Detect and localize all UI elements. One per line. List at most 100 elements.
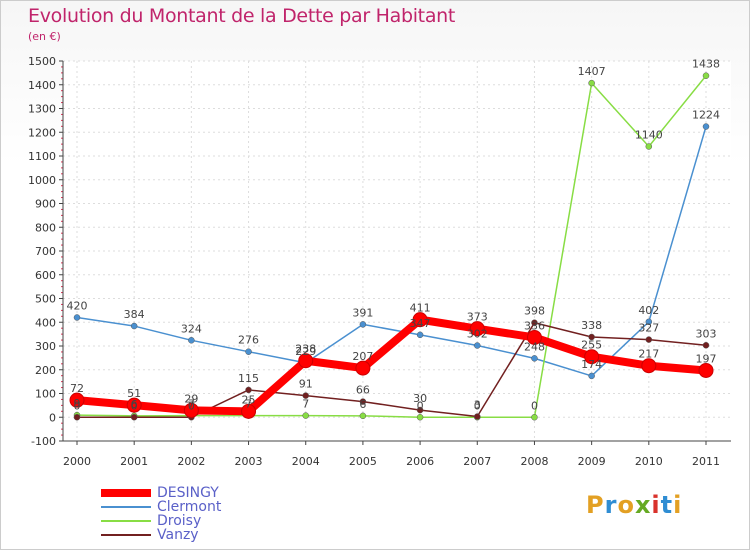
y-tick-label: 1500	[28, 55, 56, 68]
y-tick-label: 500	[35, 293, 56, 306]
y-tick-label: 1400	[28, 79, 56, 92]
y-tick-label: 700	[35, 245, 56, 258]
data-point-droisy	[588, 79, 595, 87]
logo-letter: t	[660, 491, 674, 519]
data-point-vanzy	[130, 414, 138, 421]
x-tick-label: 2009	[578, 455, 606, 468]
legend-swatch	[101, 506, 151, 508]
data-point-droisy	[416, 414, 424, 421]
data-label-droisy: 1438	[692, 58, 720, 71]
legend-label: DESINGY	[157, 485, 219, 501]
legend-swatch	[101, 520, 151, 522]
data-point-vanzy	[645, 336, 653, 343]
x-tick-label: 2010	[635, 455, 663, 468]
series-line-desingy	[73, 315, 710, 416]
data-point-droisy	[302, 412, 309, 419]
data-label-vanzy: 0	[188, 399, 195, 412]
data-label-clermont: 402	[638, 304, 659, 317]
data-point-clermont	[531, 355, 538, 362]
data-label-vanzy: 66	[356, 384, 370, 397]
data-label-desingy: 51	[127, 387, 141, 400]
data-point-clermont	[359, 321, 367, 328]
data-label-vanzy: 338	[581, 319, 602, 332]
y-tick-label: 100	[35, 388, 56, 401]
data-label-clermont: 174	[581, 358, 602, 371]
data-point-droisy	[531, 414, 538, 421]
data-point-vanzy	[416, 406, 424, 414]
data-label-desingy: 411	[410, 302, 431, 315]
legend-swatch	[101, 489, 151, 497]
logo-letter: r	[604, 491, 618, 519]
data-point-clermont	[130, 322, 138, 330]
logo-letter: x	[634, 491, 652, 519]
series-line-droisy	[76, 74, 707, 418]
data-label-desingy: 255	[581, 339, 602, 352]
x-tick-label: 2007	[463, 455, 491, 468]
data-label-desingy: 197	[696, 352, 717, 365]
data-label-desingy: 29	[184, 392, 198, 405]
data-label-clermont: 276	[238, 334, 259, 347]
data-label-droisy: 7	[188, 398, 195, 411]
data-label-droisy: 7	[302, 398, 309, 411]
data-label-droisy: 1407	[578, 65, 606, 78]
x-tick-label: 2004	[292, 455, 320, 468]
y-tick-label: 1000	[28, 174, 56, 187]
proxiti-logo: Proxiti	[586, 491, 682, 519]
logo-letter: P	[586, 491, 605, 519]
data-point-vanzy	[245, 386, 252, 394]
chart-title: Evolution du Montant de la Dette par Hab…	[28, 5, 456, 27]
y-tick-label: 1200	[28, 126, 56, 139]
data-label-desingy: 217	[638, 348, 659, 361]
data-point-desingy	[526, 329, 542, 345]
legend-label: Droisy	[157, 513, 202, 529]
legend-label: Clermont	[157, 499, 222, 515]
data-label-vanzy: 30	[413, 392, 427, 405]
x-tick-label: 2003	[235, 455, 263, 468]
data-point-desingy	[698, 362, 714, 378]
y-tick-label: 0	[49, 411, 56, 424]
data-label-vanzy: 91	[299, 378, 313, 391]
data-label-desingy: 238	[295, 343, 316, 356]
data-point-desingy	[412, 312, 428, 328]
data-label-droisy: 0	[531, 399, 538, 412]
x-tick-label: 2008	[520, 455, 548, 468]
x-tick-label: 2005	[349, 455, 377, 468]
x-tick-label: 2006	[406, 455, 434, 468]
data-point-vanzy	[474, 413, 481, 420]
data-label-droisy: 7	[245, 398, 252, 411]
data-label-droisy: 0	[417, 399, 424, 412]
data-label-droisy: 6	[131, 398, 138, 411]
data-point-desingy	[126, 397, 142, 413]
data-point-desingy	[69, 392, 85, 408]
logo-letter: o	[617, 491, 635, 519]
data-label-clermont: 420	[67, 300, 88, 313]
data-label-clermont: 1224	[692, 109, 720, 122]
data-point-clermont	[474, 342, 481, 349]
data-point-vanzy	[302, 392, 309, 399]
y-tick-label: 900	[35, 198, 56, 211]
y-tick-label: 600	[35, 269, 56, 282]
data-label-desingy: 336	[524, 319, 545, 332]
data-label-desingy: 373	[467, 311, 488, 324]
y-tick-label: 400	[35, 316, 56, 329]
data-label-desingy: 25	[242, 393, 256, 406]
x-tick-label: 2002	[177, 455, 205, 468]
data-label-clermont: 248	[524, 340, 545, 353]
data-label-clermont: 391	[352, 306, 373, 319]
data-label-desingy: 72	[70, 382, 84, 395]
data-label-droisy: 9	[74, 397, 81, 410]
data-label-clermont: 302	[467, 328, 488, 341]
data-point-desingy	[469, 321, 485, 337]
data-point-droisy	[645, 143, 653, 150]
data-point-clermont	[702, 123, 710, 130]
data-label-clermont: 347	[410, 317, 431, 330]
data-label-vanzy: 115	[238, 372, 259, 385]
data-label-clermont: 324	[181, 322, 202, 335]
data-point-clermont	[188, 337, 195, 344]
chart-subtitle: (en €)	[28, 30, 61, 43]
y-tick-label: -100	[31, 435, 56, 448]
series-line-vanzy	[76, 321, 707, 418]
y-tick-label: 300	[35, 340, 56, 353]
data-point-desingy	[641, 358, 657, 374]
